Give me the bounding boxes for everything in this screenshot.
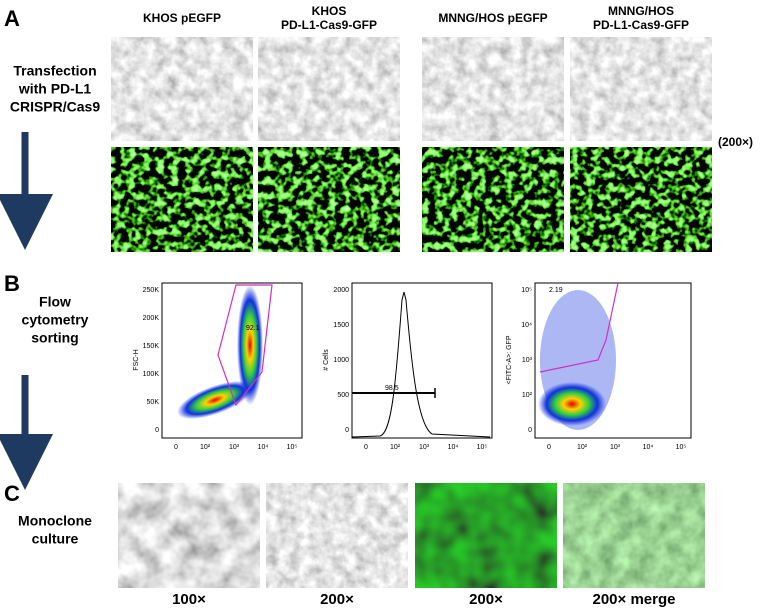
panel-label: B [4, 271, 20, 296]
gate-label: 92.1 [246, 325, 260, 332]
side-text: Transfection [13, 63, 96, 79]
column-header: MNNG/HOS pEGFP [438, 11, 547, 25]
plot-frame [161, 282, 303, 439]
image [258, 37, 400, 141]
y-tick-label: 250K [143, 287, 160, 294]
image [118, 483, 260, 588]
y-tick-label: 2000 [333, 287, 349, 294]
column-header: KHOS [312, 4, 347, 18]
side-text: cytometry [22, 312, 89, 328]
image [111, 147, 253, 252]
y-tick-label: 10⁴ [521, 322, 532, 329]
y-tick-label: 10³ [522, 357, 533, 364]
x-tick-label: 10³ [610, 444, 621, 451]
histogram [351, 291, 491, 438]
x-tick-label: 10² [390, 444, 401, 451]
y-tick-label: 150K [143, 343, 160, 350]
y-tick-label: 10² [522, 392, 533, 399]
y-tick-label: 0 [345, 427, 349, 434]
y-tick-label: 1500 [333, 322, 349, 329]
y-tick-label: 50K [147, 399, 160, 406]
caption: 200× [469, 591, 503, 608]
x-tick-label: 10⁵ [287, 444, 298, 451]
gate-label: 98.5 [385, 385, 399, 392]
image-grid [111, 37, 712, 252]
plot-art [161, 282, 692, 439]
image [266, 483, 408, 588]
density [538, 382, 606, 426]
panel-label: A [4, 6, 20, 31]
caption: 200× merge [593, 591, 676, 608]
x-tick-label: 0 [547, 444, 551, 451]
column-header: MNNG/HOS [608, 4, 674, 18]
caption: 100× [172, 591, 206, 608]
x-tick-label: 10³ [419, 444, 430, 451]
column-header: PD-L1-Cas9-GFP [281, 18, 377, 32]
y-axis-label: <FITC-A>: GFP [506, 335, 513, 384]
x-tick-label: 10² [200, 444, 211, 451]
image [258, 147, 400, 252]
y-tick-label: 0 [155, 427, 159, 434]
density [177, 381, 253, 419]
image [422, 37, 564, 141]
panel-label: C [4, 481, 20, 506]
image [111, 37, 253, 141]
caption: 200× [320, 591, 354, 608]
y-tick-label: 10⁵ [521, 287, 532, 294]
x-tick-label: 10⁵ [676, 444, 687, 451]
magnification: (200×) [718, 135, 753, 149]
x-tick-label: 0 [364, 444, 368, 451]
side-text: Flow [39, 294, 71, 310]
y-axis-label: FSC-H [133, 349, 140, 370]
x-tick-label: 0 [174, 444, 178, 451]
x-tick-label: 10⁴ [258, 444, 269, 451]
side-text: Monoclone [18, 513, 92, 529]
x-tick-label: 10² [577, 444, 588, 451]
side-text: CRISPR/Cas9 [10, 99, 100, 115]
side-text: with PD-L1 [18, 81, 92, 97]
x-tick-label: 10³ [229, 444, 240, 451]
x-tick-label: 10⁴ [643, 444, 654, 451]
gate-label: 2.19 [549, 287, 563, 294]
side-text: sorting [31, 330, 78, 346]
image [570, 37, 712, 141]
side-text: culture [32, 531, 79, 547]
gate [539, 282, 619, 373]
x-tick-label: 10⁴ [448, 444, 459, 451]
image [422, 147, 564, 252]
y-tick-label: 500 [337, 392, 349, 399]
y-tick-label: 1000 [333, 357, 349, 364]
y-tick-label: 100K [143, 371, 160, 378]
y-tick-label: 200K [143, 315, 160, 322]
gate [217, 284, 273, 407]
density [237, 285, 263, 405]
y-axis-label: # Cells [323, 349, 330, 371]
image [415, 483, 557, 588]
plot-frame [351, 282, 493, 439]
image [563, 483, 705, 588]
x-tick-label: 10⁵ [477, 444, 488, 451]
image [570, 147, 712, 252]
column-header: PD-L1-Cas9-GFP [593, 18, 689, 32]
image-row [118, 483, 705, 588]
column-header: KHOS pEGFP [143, 11, 221, 25]
y-tick-label: 0 [528, 427, 532, 434]
